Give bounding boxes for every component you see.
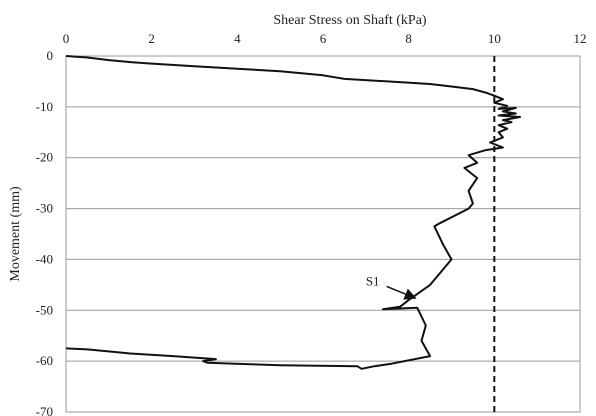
x-tick-label: 12 xyxy=(574,31,587,46)
x-tick-label: 10 xyxy=(488,31,501,46)
y-tick-label: 0 xyxy=(47,48,54,63)
y-axis-title: Movement (mm) xyxy=(8,186,23,282)
x-tick-label: 2 xyxy=(148,31,155,46)
y-axis-ticks: 0 -10 -20 -30 -40 -50 -60 -70 xyxy=(36,48,53,416)
data-series xyxy=(65,55,521,370)
plot-area-border xyxy=(65,55,581,413)
y-tick-label: -40 xyxy=(36,251,53,266)
annotation-arrow xyxy=(386,285,417,300)
y-tick-label: -50 xyxy=(36,302,53,317)
y-tick-label: -60 xyxy=(36,353,53,368)
annotations: S1 xyxy=(366,273,417,300)
y-tick-label: -30 xyxy=(36,201,53,216)
x-axis-ticks: 0 2 4 6 8 10 12 xyxy=(63,31,587,46)
grid-lines xyxy=(66,106,580,362)
x-tick-label: 0 xyxy=(63,31,70,46)
y-tick-label: -10 xyxy=(36,99,53,114)
x-axis-title: Shear Stress on Shaft (kPa) xyxy=(273,13,427,28)
y-tick-label: -70 xyxy=(36,404,53,416)
x-tick-label: 4 xyxy=(234,31,241,46)
x-tick-label: 8 xyxy=(405,31,412,46)
series-line xyxy=(65,55,521,370)
y-tick-label: -20 xyxy=(36,150,53,165)
annotation-label: S1 xyxy=(366,273,380,288)
x-tick-label: 6 xyxy=(320,31,327,46)
